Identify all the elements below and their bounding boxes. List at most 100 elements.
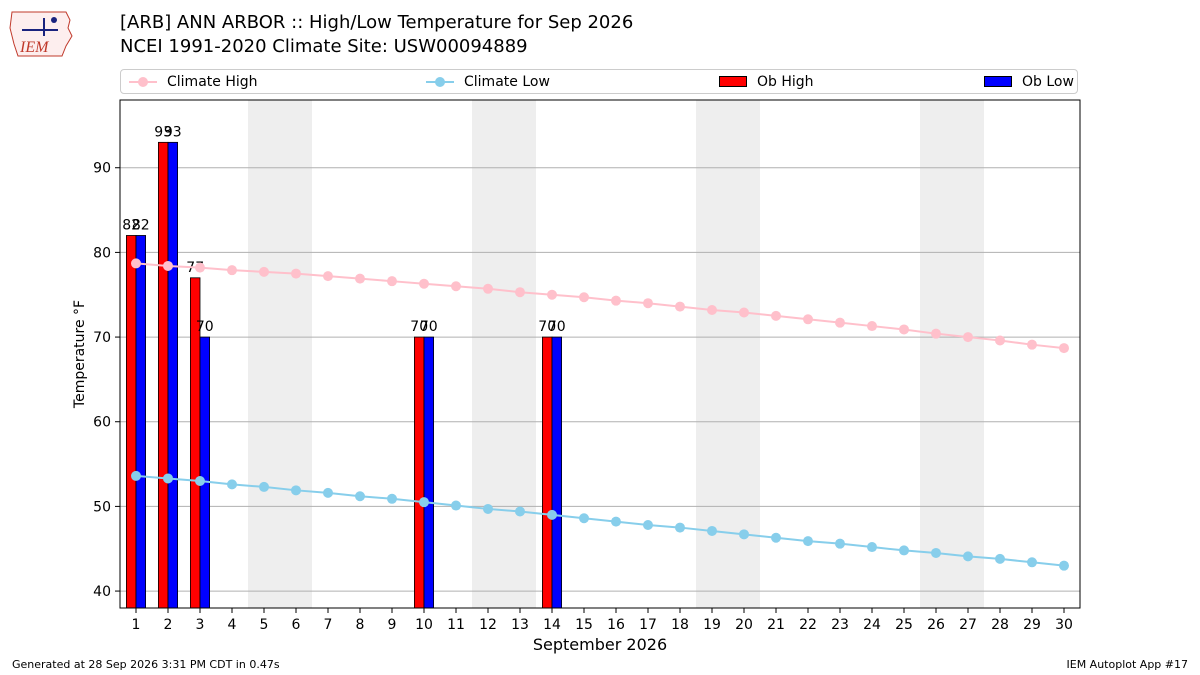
generated-timestamp: Generated at 28 Sep 2026 3:31 PM CDT in … [12,658,280,671]
x-tick-label: 25 [895,617,913,633]
climate-high-point [611,295,621,306]
weekend-band [920,100,984,608]
legend-item-ob-low: Ob Low [984,70,1074,93]
ob-low-label: 70 [196,319,214,335]
climate-high-point [195,262,205,273]
climate-low-point [611,516,621,527]
legend-label-ob-low: Ob Low [1022,73,1074,90]
climate-low-point [163,473,173,484]
ob-low-bar [167,141,179,609]
ob-high-label: 93 [154,124,172,140]
climate-high-point [707,304,717,315]
weekend-band [696,100,760,608]
x-tick-label: 21 [767,617,785,633]
climate-low-line [135,474,1065,567]
ob-low-label: 93 [164,124,182,140]
climate-low-point [419,497,429,508]
climate-high-point [995,335,1005,346]
y-tick-label: 40 [93,584,111,600]
climate-low-point [291,485,301,496]
y-tick-label: 70 [93,330,111,346]
climate-high-point [771,310,781,321]
y-tick-label: 90 [93,161,111,177]
chart-legend: Climate High Climate Low Ob High Ob Low [120,69,1078,94]
climate-low-point [675,522,685,533]
x-tick-label: 18 [671,617,689,633]
climate-low-point [1027,557,1037,568]
ob-low-bar [551,336,563,609]
x-tick-label: 1 [132,617,141,633]
x-tick-label: 5 [260,617,269,633]
climate-high-point [355,273,365,284]
climate-low-point [931,547,941,558]
climate-low-point [803,536,813,547]
ob-low-label: 70 [548,319,566,335]
climate-low-point [227,479,237,490]
climate-low-point [451,500,461,511]
climate-low-point [483,503,493,514]
climate-high-point [515,287,525,298]
climate-high-point [899,324,909,335]
x-tick-label: 28 [991,617,1009,633]
legend-patch-ob-low [984,76,1012,87]
weekend-band [472,100,536,608]
x-tick-label: 12 [479,617,497,633]
x-tick-label: 22 [799,617,817,633]
climate-high-point [739,307,749,318]
climate-low-point [963,551,973,562]
legend-item-climate-low: Climate Low [426,70,550,93]
ob-high-bar [126,235,137,609]
climate-low-point [995,553,1005,564]
y-tick-label: 80 [93,245,111,261]
climate-high-point [1059,343,1069,354]
x-tick-label: 23 [831,617,849,633]
ob-high-bar [157,141,169,609]
climate-high-point [579,292,589,303]
climate-low-point [1059,560,1069,571]
climate-high-point [419,278,429,289]
x-tick-label: 16 [607,617,625,633]
climate-low-point [195,476,205,486]
x-tick-label: 10 [415,617,433,633]
x-tick-label: 29 [1023,617,1041,633]
x-tick-label: 15 [575,617,593,633]
ob-low-bar [135,235,147,609]
climate-high-point [675,301,685,312]
x-tick-label: 9 [388,617,397,633]
x-tick-label: 13 [511,617,529,633]
weekend-band [248,100,312,608]
legend-line-climate-high [129,76,157,87]
climate-high-point [131,258,141,269]
climate-low-point [771,532,781,543]
x-tick-label: 14 [543,617,561,633]
y-tick-label: 50 [93,499,111,515]
iem-logo: IEM [9,11,73,57]
climate-low-point [131,470,141,481]
climate-high-point [931,328,941,339]
y-tick-label: 60 [93,415,111,431]
ob-low-bar [423,336,435,609]
climate-high-point [259,266,269,277]
climate-low-point [867,542,877,553]
ob-high-bar [542,336,553,609]
climate-high-point [451,281,461,292]
x-tick-label: 2 [164,617,173,633]
climate-high-point [227,265,237,276]
x-tick-label: 11 [447,617,465,633]
legend-label-climate-high: Climate High [167,73,258,90]
climate-high-point [547,289,557,300]
x-tick-label: 7 [324,617,333,633]
climate-low-point [899,545,909,556]
x-tick-label: 19 [703,617,721,633]
x-tick-label: 8 [356,617,365,633]
x-tick-label: 4 [228,617,237,633]
iowa-outline-icon [9,11,73,57]
ob-high-bar [189,277,201,609]
climate-low-point [579,513,589,524]
climate-low-point [643,520,653,531]
climate-low-point [259,481,269,492]
x-tick-label: 6 [292,617,301,633]
climate-low-point [355,491,365,502]
chart-title: [ARB] ANN ARBOR :: High/Low Temperature … [120,12,634,33]
ob-high-label: 82 [122,217,140,233]
